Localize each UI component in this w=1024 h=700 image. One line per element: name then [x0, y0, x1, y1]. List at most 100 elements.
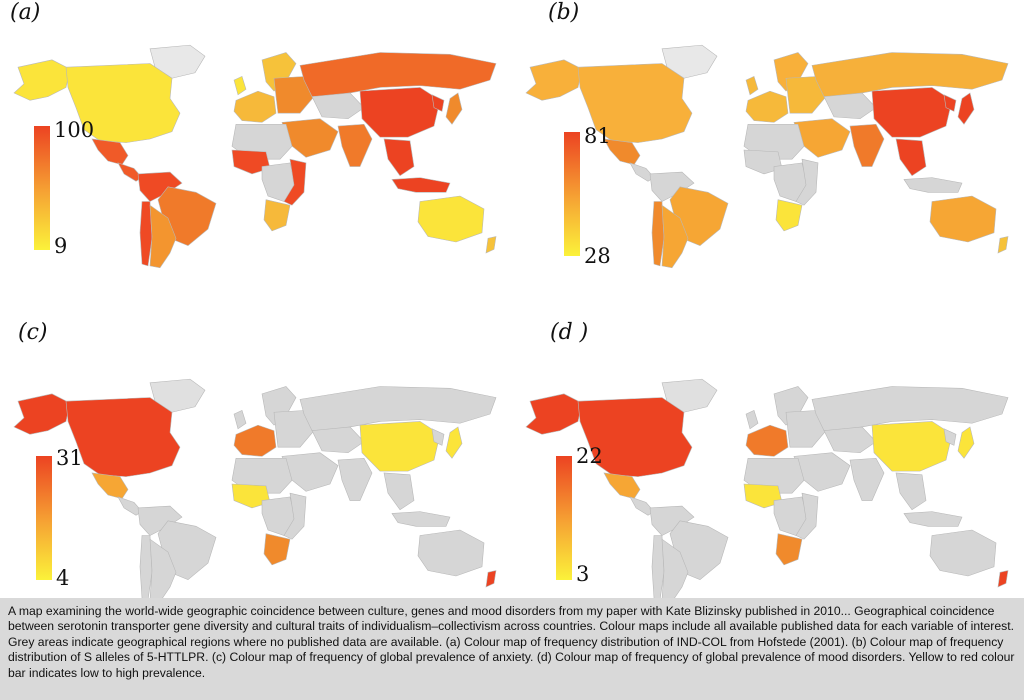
region-australia	[417, 529, 485, 577]
region-argentina	[661, 538, 689, 598]
region-middle-east	[281, 452, 339, 492]
region-russia	[811, 52, 1009, 97]
world-map-c	[13, 378, 497, 598]
region-uk	[233, 76, 247, 96]
region-russia	[299, 52, 497, 97]
region-europe-west	[233, 90, 277, 123]
region-indonesia	[903, 177, 963, 193]
map-countries-a	[13, 44, 497, 269]
region-west-africa	[231, 149, 271, 175]
region-north-america	[65, 63, 181, 143]
region-uk	[745, 76, 759, 96]
region-east-africa	[283, 492, 307, 540]
region-mexico	[603, 472, 641, 500]
colorbar-min-d: 3	[576, 562, 590, 586]
region-southeast-asia	[895, 138, 927, 177]
region-alaska	[525, 59, 583, 101]
region-chile	[139, 535, 153, 598]
region-indonesia	[391, 511, 451, 527]
region-korea	[943, 428, 957, 446]
region-southeast-asia	[383, 472, 415, 511]
region-north-africa	[743, 123, 805, 160]
region-south-africa	[775, 199, 803, 232]
region-west-africa	[231, 483, 271, 509]
region-central-asia	[823, 426, 877, 454]
panel-label-c: (c)	[18, 320, 48, 345]
map-countries-d	[525, 378, 1009, 598]
region-east-africa	[795, 158, 819, 206]
region-new-zealand	[997, 570, 1009, 588]
colorbar-min-c: 4	[56, 566, 70, 590]
region-australia	[417, 195, 485, 243]
region-southeast-asia	[895, 472, 927, 511]
region-china	[871, 87, 953, 138]
map-countries-b	[525, 44, 1009, 269]
region-central-asia	[311, 426, 365, 454]
colorbar-a	[34, 126, 50, 250]
region-indonesia	[391, 177, 451, 193]
region-central-asia	[311, 92, 365, 120]
region-east-africa	[795, 492, 819, 540]
region-alaska	[13, 59, 71, 101]
map-panel-a: (a) 100 9	[0, 0, 512, 298]
region-russia	[811, 386, 1009, 431]
panel-label-d: (d )	[550, 320, 589, 345]
region-japan	[957, 92, 975, 125]
region-west-africa	[743, 483, 783, 509]
map-panel-b: (b) 81 28	[512, 0, 1024, 298]
map-panel-d: (d ) 22 3	[512, 300, 1024, 598]
panel-label-a: (a)	[10, 0, 41, 25]
region-japan	[445, 92, 463, 125]
region-north-america	[65, 397, 181, 477]
region-korea	[431, 428, 445, 446]
map-countries-c	[13, 378, 497, 598]
region-middle-east	[793, 452, 851, 492]
region-china	[871, 421, 953, 472]
region-north-africa	[743, 457, 805, 494]
panel-label-b: (b)	[548, 0, 580, 25]
region-south-africa	[263, 199, 291, 232]
region-india	[337, 457, 373, 501]
region-north-africa	[231, 123, 293, 160]
region-europe-west	[745, 90, 789, 123]
region-europe-west	[233, 424, 277, 457]
region-north-africa	[231, 457, 293, 494]
colorbar-min-b: 28	[584, 244, 611, 268]
region-argentina	[149, 204, 177, 269]
region-mexico	[91, 138, 129, 166]
region-chile	[651, 201, 665, 267]
figure-caption: A map examining the world-wide geographi…	[0, 598, 1024, 700]
region-chile	[651, 535, 665, 598]
region-southeast-asia	[383, 138, 415, 177]
colorbar-c	[36, 456, 52, 580]
world-map-a	[13, 44, 497, 269]
region-indonesia	[903, 511, 963, 527]
colorbar-max-c: 31	[56, 446, 83, 470]
region-middle-east	[793, 118, 851, 158]
region-india	[337, 123, 373, 167]
colorbar-max-b: 81	[584, 124, 611, 148]
region-middle-east	[281, 118, 339, 158]
region-new-zealand	[997, 236, 1009, 254]
map-panel-c: (c) 31 4	[0, 300, 512, 598]
region-argentina	[149, 538, 177, 598]
world-map-d	[525, 378, 1009, 598]
region-australia	[929, 195, 997, 243]
region-india	[849, 123, 885, 167]
region-central-asia	[823, 92, 877, 120]
region-uk	[745, 410, 759, 430]
world-map-b	[525, 44, 1009, 269]
colorbar-min-a: 9	[54, 234, 68, 258]
region-europe-west	[745, 424, 789, 457]
colorbar-b	[564, 132, 580, 256]
region-japan	[445, 426, 463, 459]
region-russia	[299, 386, 497, 431]
region-india	[849, 457, 885, 501]
colorbar-max-a: 100	[54, 118, 95, 142]
region-south-africa	[263, 533, 291, 566]
region-australia	[929, 529, 997, 577]
region-east-africa	[283, 158, 307, 206]
colorbar-d	[556, 456, 572, 580]
region-chile	[139, 201, 153, 267]
region-mexico	[91, 472, 129, 500]
